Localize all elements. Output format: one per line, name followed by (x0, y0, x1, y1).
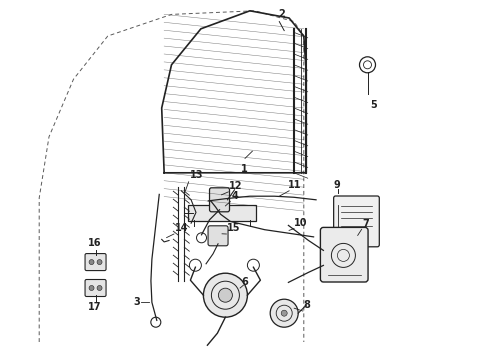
Text: 10: 10 (294, 217, 308, 228)
Text: 16: 16 (88, 238, 101, 248)
FancyBboxPatch shape (85, 253, 106, 271)
Text: 3: 3 (133, 297, 140, 307)
Text: 13: 13 (190, 170, 204, 180)
Circle shape (203, 273, 247, 317)
Text: 15: 15 (227, 223, 241, 233)
Circle shape (219, 288, 232, 302)
FancyBboxPatch shape (210, 188, 229, 212)
Circle shape (270, 299, 298, 327)
Circle shape (89, 285, 94, 291)
Text: 2: 2 (278, 9, 285, 19)
Circle shape (97, 260, 102, 265)
Text: 1: 1 (241, 164, 247, 174)
Text: 8: 8 (304, 300, 311, 310)
Text: 9: 9 (334, 180, 341, 190)
Text: 7: 7 (363, 219, 369, 229)
Circle shape (281, 310, 287, 316)
FancyBboxPatch shape (320, 228, 368, 282)
FancyBboxPatch shape (208, 226, 228, 246)
FancyBboxPatch shape (188, 205, 256, 221)
Text: 6: 6 (242, 277, 248, 287)
FancyBboxPatch shape (334, 196, 379, 247)
Text: 12: 12 (229, 181, 243, 191)
Text: 5: 5 (370, 100, 377, 110)
Text: 4: 4 (231, 191, 238, 201)
Text: 11: 11 (288, 180, 302, 190)
Circle shape (97, 285, 102, 291)
Text: 14: 14 (175, 223, 189, 233)
FancyBboxPatch shape (85, 279, 106, 297)
Circle shape (89, 260, 94, 265)
Text: 17: 17 (88, 302, 101, 312)
